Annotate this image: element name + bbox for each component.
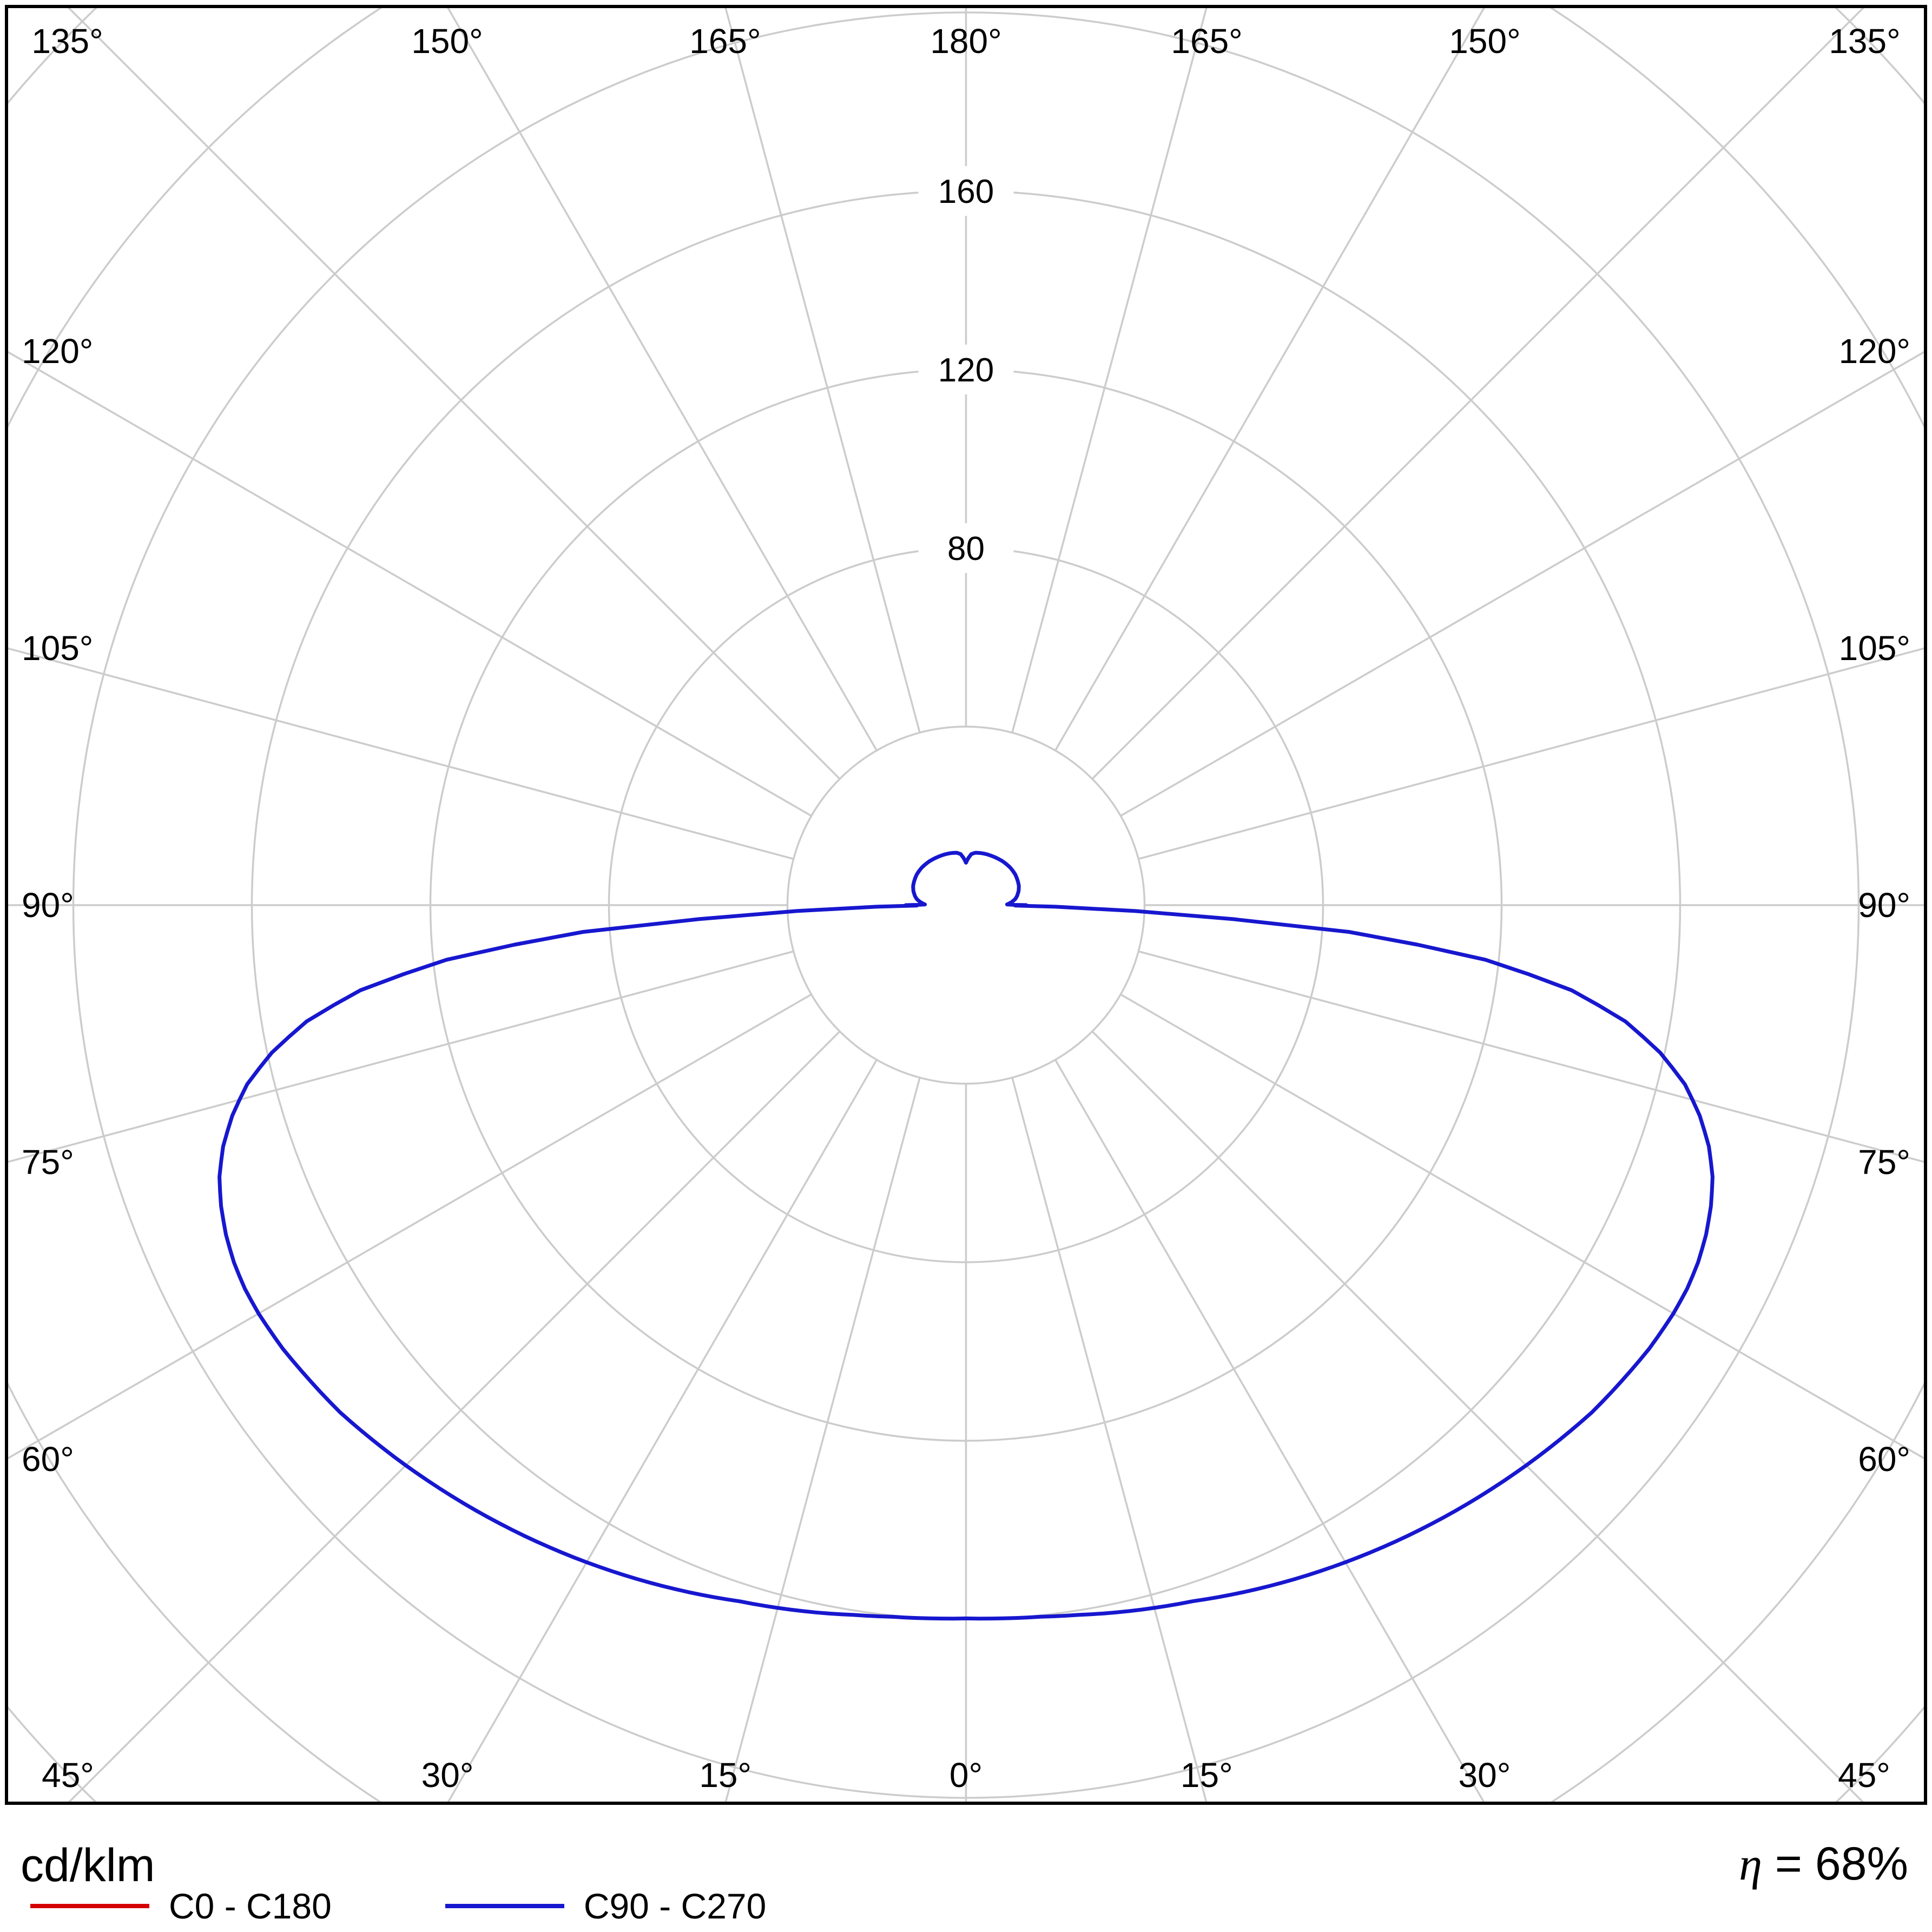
angle-tick-label: 150°: [1449, 22, 1520, 61]
grid-radial-line: [1120, 351, 1924, 817]
legend-label-c90-c270: C90 - C270: [583, 1886, 767, 1926]
grid-ring: [786, 726, 1146, 1085]
angle-tick-label: 45°: [1838, 1756, 1890, 1795]
legend: C0 - C180 C90 - C270: [30, 1885, 766, 1927]
intensity-curve-1: [217, 850, 1715, 1621]
legend-swatch-blue-line: [445, 1904, 564, 1908]
plot-frame: [5, 5, 1927, 1805]
grid-radial-line: [8, 647, 794, 860]
grid-radial-line: [1138, 647, 1924, 860]
angle-tick-label: 60°: [1858, 1440, 1910, 1479]
angle-tick-label: 165°: [1171, 22, 1242, 61]
radial-tick-label: 80: [947, 530, 985, 568]
angle-tick-label: 180°: [930, 22, 1001, 61]
angle-tick-label: 105°: [1839, 629, 1910, 668]
angle-tick-label: 30°: [1459, 1756, 1511, 1795]
grid-radial-line: [1011, 8, 1208, 733]
grid-radial-line: [1120, 993, 1924, 1460]
angle-tick-label: 60°: [22, 1440, 74, 1479]
grid-radial-line: [68, 8, 841, 780]
angle-tick-label: 120°: [1839, 332, 1910, 371]
angle-tick-labels: 0° 15° 15° 30° 30° 45° 45° 60° 60° 75° 75° 90° 90° 10…: [22, 22, 1910, 1795]
grid-radial-line: [1011, 1077, 1208, 1802]
angle-tick-label: 15°: [699, 1756, 751, 1795]
angle-tick-label: 90°: [22, 886, 74, 925]
legend-label-c0-c180: C0 - C180: [169, 1886, 332, 1926]
grid-radial-line: [1091, 8, 1864, 780]
grid-radial-line: [724, 1077, 921, 1802]
angle-tick-label: 45°: [42, 1756, 94, 1795]
units-label: cd/klm: [21, 1839, 155, 1891]
legend-item-c90-c270: C90 - C270: [445, 1885, 767, 1927]
eta-value: = 68%: [1762, 1838, 1908, 1890]
grid-radial-line: [724, 8, 921, 733]
grid-radial-line: [8, 351, 812, 817]
eta-symbol: η: [1739, 1838, 1762, 1890]
legend-swatch-red-line: [30, 1904, 149, 1908]
angle-tick-label: 75°: [22, 1143, 74, 1182]
grid-radial-line: [8, 993, 812, 1460]
angle-tick-label: 120°: [22, 332, 93, 371]
legend-item-c0-c180: C0 - C180: [30, 1885, 332, 1927]
angle-tick-label: 30°: [421, 1756, 474, 1795]
radial-tick-label: 160: [938, 173, 994, 210]
grid-radial-line: [447, 1059, 878, 1802]
tick-label-mask: [918, 523, 1014, 573]
angle-tick-label: 150°: [411, 22, 483, 61]
angle-tick-label: 75°: [1858, 1143, 1910, 1182]
radial-tick-label: 120: [938, 352, 994, 389]
chart-footer: cd/klm η = 68% C0 - C180 C90 - C270: [0, 1803, 1932, 1932]
angle-tick-label: 15°: [1181, 1756, 1233, 1795]
angle-tick-label: 165°: [689, 22, 761, 61]
angle-tick-label: 135°: [1829, 22, 1900, 61]
angle-tick-label: 90°: [1858, 886, 1910, 925]
grid-radial-line: [1054, 1059, 1485, 1802]
grid-radial-line: [1054, 8, 1485, 751]
efficiency-label: η = 68%: [1739, 1837, 1908, 1891]
grid-radial-line: [447, 8, 878, 751]
angle-tick-label: 135°: [31, 22, 103, 61]
tick-label-mask: [918, 166, 1014, 216]
grid-radial-line: [8, 950, 794, 1163]
tick-label-mask: [918, 345, 1014, 394]
angle-tick-label: 0°: [949, 1756, 983, 1795]
grid-radial-line: [1138, 950, 1924, 1163]
angle-tick-label: 105°: [22, 629, 93, 668]
radial-tick-labels: 80 120 160: [918, 166, 1014, 573]
